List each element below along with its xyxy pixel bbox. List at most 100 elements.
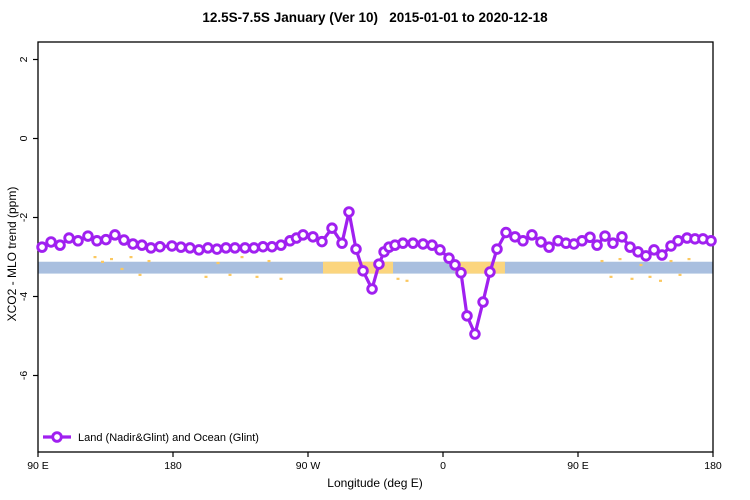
data-point (326, 222, 338, 234)
data-point (266, 240, 278, 253)
x-axis-label: Longitude (deg E) (327, 476, 423, 490)
data-point (584, 231, 596, 243)
y-tick-label: -4 (18, 292, 30, 301)
data-point (648, 244, 660, 256)
map-speckle (240, 256, 244, 259)
data-point (484, 266, 496, 278)
data-point (373, 258, 385, 270)
data-point (491, 243, 503, 255)
data-point (517, 235, 529, 247)
data-point (257, 240, 269, 253)
data-point (455, 267, 467, 279)
data-point (45, 236, 57, 248)
data-point (656, 249, 668, 261)
data-point (461, 310, 473, 322)
map-speckle (600, 259, 604, 263)
data-point (82, 230, 94, 242)
legend-marker-icon (51, 431, 63, 443)
map-speckle (648, 275, 652, 278)
data-point (100, 233, 112, 246)
map-speckle (255, 275, 259, 278)
x-tick-label: 180 (704, 460, 722, 472)
data-point (211, 243, 223, 255)
map-speckle (618, 257, 622, 261)
map-speckle (147, 259, 151, 263)
data-point (63, 232, 75, 244)
map-speckle (120, 267, 124, 271)
data-point (357, 265, 369, 277)
data-point (166, 240, 178, 252)
data-point (136, 239, 148, 251)
map-speckle (669, 259, 673, 263)
map-speckle (609, 275, 613, 278)
data-point (449, 259, 461, 271)
data-point (91, 235, 103, 247)
data-point (202, 242, 214, 254)
data-point (154, 240, 166, 253)
data-point (316, 235, 328, 248)
map-speckle (279, 277, 283, 280)
map-speckle (228, 273, 232, 276)
data-point (443, 252, 455, 264)
map-speckle (138, 273, 142, 276)
data-point (535, 236, 547, 248)
data-point (118, 234, 130, 246)
data-point (417, 238, 429, 250)
legend-label: Land (Nadir&Glint) and Ocean (Glint) (78, 432, 259, 444)
map-speckle (267, 259, 271, 263)
chart-title: 12.5S-7.5S January (Ver 10) 2015-01-01 t… (202, 10, 548, 25)
x-tick-label: 180 (164, 460, 182, 472)
data-point (127, 238, 139, 250)
x-tick-label: 90 E (27, 460, 49, 472)
data-point (407, 237, 419, 249)
data-point (54, 239, 66, 251)
data-point (624, 241, 636, 253)
y-axis-label: XCO2 - MLO trend (ppm) (5, 186, 19, 322)
data-point (543, 241, 555, 253)
data-point (297, 229, 309, 241)
map-speckle (216, 261, 220, 265)
data-point (705, 235, 717, 247)
data-point (477, 296, 489, 308)
data-point (193, 244, 205, 256)
y-tick-label: 0 (18, 135, 30, 141)
data-point (599, 230, 611, 242)
data-point (366, 283, 378, 295)
data-point (229, 242, 241, 254)
land-reference-band-segment (455, 261, 505, 274)
map-speckle (204, 275, 208, 278)
data-point (336, 237, 348, 249)
y-tick-label: -6 (18, 371, 30, 380)
data-point (434, 244, 446, 256)
map-speckle (101, 260, 104, 263)
data-point (350, 243, 362, 255)
data-point (72, 235, 84, 247)
map-speckle (110, 257, 113, 261)
data-point (469, 328, 481, 340)
data-point (672, 235, 684, 247)
data-point (109, 229, 121, 241)
data-point (220, 242, 232, 254)
data-point (397, 237, 409, 249)
data-point (343, 206, 355, 218)
map-speckle (678, 273, 682, 276)
map-speckle (639, 263, 643, 267)
data-point (526, 229, 538, 241)
data-point (36, 241, 48, 253)
y-tick-label: 2 (18, 56, 30, 62)
legend: Land (Nadir&Glint) and Ocean (Glint) (43, 431, 259, 444)
data-point (640, 250, 652, 262)
data-point (500, 226, 512, 239)
map-speckle (396, 277, 400, 280)
x-tick-label: 90 W (296, 460, 321, 472)
map-speckle (129, 256, 133, 259)
data-point (275, 239, 287, 251)
data-point (616, 231, 628, 243)
map-speckle (93, 256, 97, 259)
x-tick-label: 0 (440, 460, 446, 472)
data-point (426, 239, 438, 251)
data-point (184, 242, 196, 254)
data-point (175, 241, 187, 253)
